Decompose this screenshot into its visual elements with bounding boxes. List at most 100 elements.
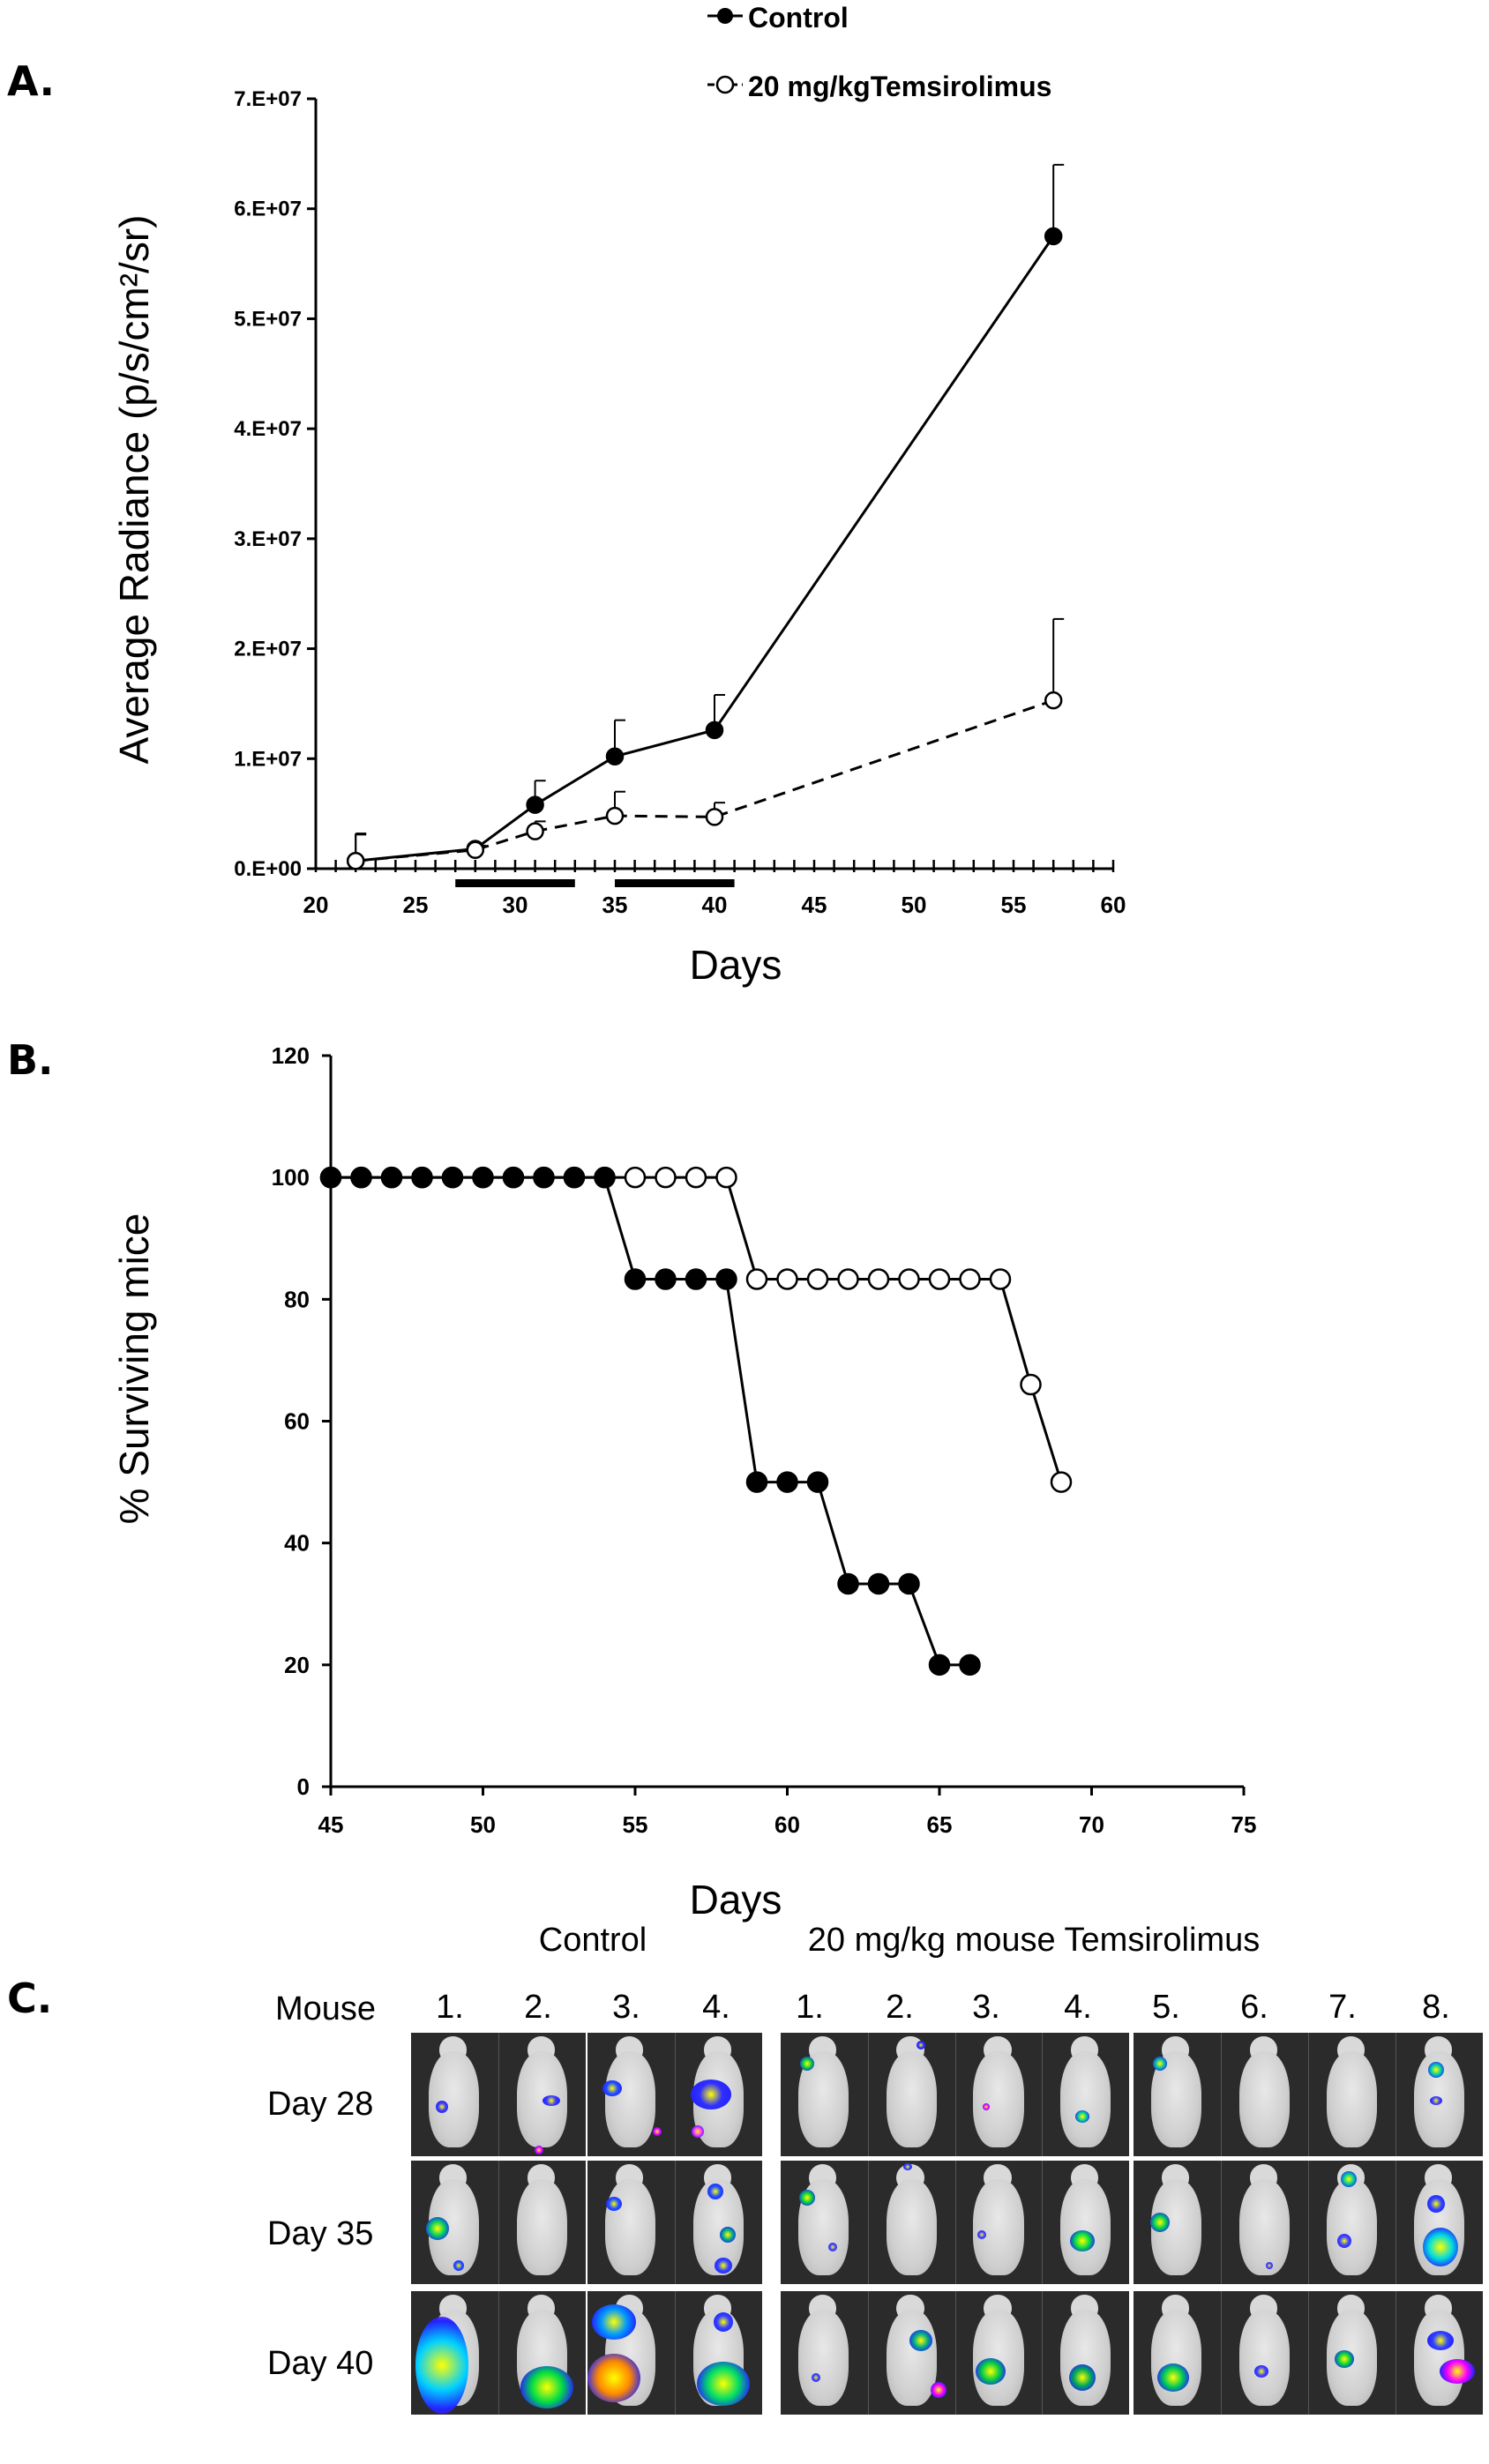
treated-survival-point xyxy=(685,1166,707,1189)
mouse-body xyxy=(516,2179,568,2276)
treated-survival-point xyxy=(1050,1471,1073,1493)
luminescence-signal xyxy=(435,2101,448,2113)
control-data-point xyxy=(1044,227,1063,246)
mouse-body xyxy=(797,2310,849,2407)
mouse-number: 8. xyxy=(1422,1989,1450,2026)
control-survival-point xyxy=(319,1166,342,1189)
x-tick-label: 60 xyxy=(774,1811,800,1838)
mouse-body xyxy=(886,2051,937,2148)
luminescence-signal xyxy=(1069,2230,1095,2251)
luminescence-signal xyxy=(977,2230,987,2239)
mouse-body xyxy=(886,2179,937,2276)
treated-series-line xyxy=(355,698,1054,862)
mouse-number: 2. xyxy=(524,1989,552,2026)
mouse-number: 3. xyxy=(612,1989,640,2026)
panel-label-a: A. xyxy=(7,57,55,105)
luminescence-signal xyxy=(453,2260,465,2271)
treated-survival-line xyxy=(331,1176,1063,1483)
mouse-image xyxy=(1221,2033,1309,2156)
day-label: Day 40 xyxy=(267,2345,373,2382)
mouse-body xyxy=(604,2051,656,2148)
bioluminescence-image-panel xyxy=(411,2033,586,2156)
control-survival-point xyxy=(655,1268,677,1290)
day-label: Day 35 xyxy=(267,2215,373,2252)
mouse-body xyxy=(973,2051,1024,2148)
mouse-image xyxy=(1134,2033,1221,2156)
y-tick-label: 7.E+07 xyxy=(234,87,302,111)
mouse-image xyxy=(498,2291,586,2415)
treated-data-point xyxy=(1044,691,1063,710)
luminescence-signal xyxy=(811,2373,820,2382)
mouse-image xyxy=(1221,2291,1309,2415)
mouse-body xyxy=(973,2310,1024,2407)
treated-survival-point xyxy=(624,1166,647,1189)
mouse-body xyxy=(1060,2051,1111,2148)
control-survival-point xyxy=(867,1572,890,1595)
legend-control-marker xyxy=(717,8,733,24)
luminescence-signal xyxy=(1440,2359,1476,2384)
y-tick-label: 100 xyxy=(272,1164,310,1191)
luminescence-signal xyxy=(1340,2171,1357,2187)
bioluminescence-image-panel xyxy=(411,2291,586,2415)
control-survival-point xyxy=(411,1166,433,1189)
bioluminescence-image-panel xyxy=(781,2291,1129,2415)
x-tick-label: 35 xyxy=(602,892,628,918)
radiance-chart: Control 20 mg/kgTemsirolimus Average Rad… xyxy=(111,2,1126,988)
mouse-image xyxy=(1308,2291,1396,2415)
y-tick-label: 80 xyxy=(284,1286,310,1312)
luminescence-signal xyxy=(591,2304,636,2340)
mouse-image xyxy=(781,2033,868,2156)
treated-survival-point xyxy=(867,1268,890,1290)
treated-data-point xyxy=(346,852,365,870)
mouse-image xyxy=(1395,2161,1483,2284)
mouse-number: 5. xyxy=(1152,1989,1180,2026)
treatment-period-bar xyxy=(455,879,575,887)
mouse-body xyxy=(604,2179,656,2276)
mouse-body xyxy=(1060,2310,1111,2407)
mouse-image xyxy=(1395,2033,1483,2156)
mouse-image xyxy=(954,2033,1044,2156)
luminescence-signal xyxy=(930,2382,947,2398)
luminescence-signal xyxy=(983,2103,991,2110)
control-survival-point xyxy=(685,1268,707,1290)
bioluminescence-image-panel xyxy=(587,2033,762,2156)
control-survival-point xyxy=(928,1654,951,1676)
mouse-body xyxy=(1060,2179,1111,2276)
mouse-number: 2. xyxy=(886,1989,914,2026)
y-tick-label: 40 xyxy=(284,1530,310,1557)
y-tick-label: 3.E+07 xyxy=(234,527,302,551)
luminescence-signal xyxy=(653,2127,662,2136)
bioluminescence-image-panel xyxy=(1134,2033,1483,2156)
mouse-body xyxy=(1326,2051,1378,2148)
y-tick-label: 1.E+07 xyxy=(234,747,302,771)
luminescence-signal xyxy=(828,2243,838,2251)
control-survival-point xyxy=(898,1572,920,1595)
treated-data-point xyxy=(526,822,544,840)
day-label: Day 28 xyxy=(267,2086,373,2123)
mouse-image xyxy=(867,2291,956,2415)
legend-treated-marker xyxy=(715,75,735,94)
control-survival-point xyxy=(624,1268,647,1290)
mouse-image xyxy=(411,2161,498,2284)
luminescence-signal xyxy=(542,2095,561,2106)
y-tick-label: 2.E+07 xyxy=(234,638,302,661)
luminescence-signal xyxy=(720,2227,737,2243)
luminescence-signal xyxy=(691,2125,704,2138)
legend-control-label: Control xyxy=(748,2,849,34)
survival-chart: % Surviving mice Days 0 20 40 60 80 100 120 45 5… xyxy=(111,1042,1256,1923)
luminescence-signal xyxy=(605,2197,622,2211)
treated-survival-point xyxy=(655,1166,677,1189)
x-tick-label: 50 xyxy=(902,892,927,918)
mouse-number: 4. xyxy=(702,1989,730,2026)
mouse-image xyxy=(675,2033,762,2156)
treated-survival-point xyxy=(806,1268,829,1290)
bioluminescence-image-panel xyxy=(1134,2291,1483,2415)
mouse-image xyxy=(1134,2291,1221,2415)
y-tick-label: 4.E+07 xyxy=(234,417,302,441)
mouse-image xyxy=(954,2161,1044,2284)
bioluminescence-image-panel xyxy=(587,2161,762,2284)
treatment-period-bar xyxy=(615,879,735,887)
bioluminescence-image-panel xyxy=(781,2033,1129,2156)
mouse-image xyxy=(587,2033,675,2156)
